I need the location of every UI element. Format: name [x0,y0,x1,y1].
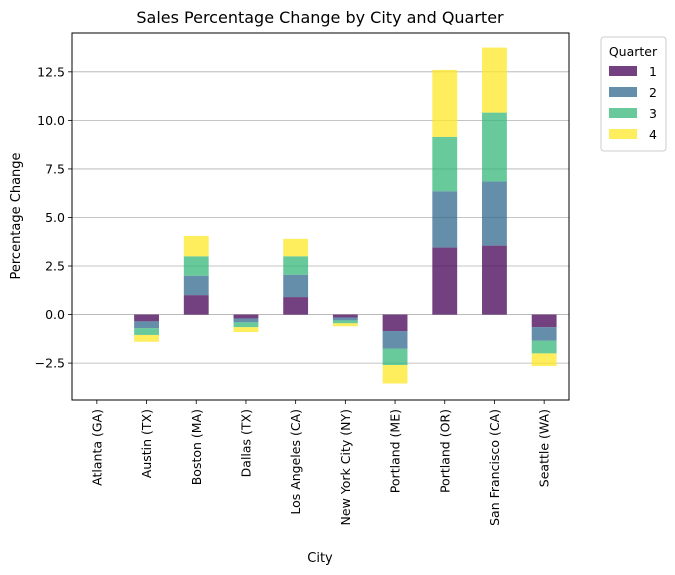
legend-swatch [609,66,637,76]
legend-label: 4 [649,127,657,142]
x-tick-label: Portland (ME) [388,409,403,493]
bar-segment [283,256,309,275]
y-tick-label: −2.5 [35,356,65,371]
x-tick-label: Dallas (TX) [238,409,253,477]
bar-segment [332,314,358,318]
y-tick-label: 5.0 [45,210,65,225]
bar-segment [233,318,259,323]
bar-segment [233,327,259,333]
x-axis-title: City [307,551,333,566]
bar-segment [134,334,159,342]
bar-segment [482,245,507,315]
x-tick-label: New York City (NY) [338,409,353,525]
x-tick-label: Portland (OR) [437,409,452,493]
y-axis: −2.5 0.0 2.5 5.0 7.5 10.0 12.5 [35,64,72,371]
legend-title: Quarter [609,44,658,59]
bar-segment [332,320,358,324]
legend-swatch [609,108,637,118]
bar-segment [183,275,209,296]
y-tick-label: 12.5 [37,64,65,79]
bar-segment [283,297,309,315]
y-tick-label: 0.0 [45,307,65,322]
bar-segment [482,181,507,246]
bar-segment [432,191,458,248]
bar-segment [482,112,507,182]
y-tick-label: 2.5 [45,259,65,274]
bar-segment [233,322,259,328]
bar-segment [134,321,159,329]
x-tick-label: Atlanta (GA) [89,409,104,486]
bar-segment [531,314,557,328]
bar-segment [332,323,358,327]
bar-segment [183,295,209,315]
bar-segment [531,340,557,354]
bar-segment [283,274,309,298]
bar-segment [134,314,159,322]
chart-title: Sales Percentage Change by City and Quar… [136,8,504,27]
legend-label: 1 [649,64,657,79]
bar-segment [382,314,408,332]
bar-segment [183,235,209,257]
bar-segment [531,327,557,341]
bar-segment [531,353,557,367]
x-tick-label: Los Angeles (CA) [288,409,303,515]
x-tick-label: Boston (MA) [189,409,204,485]
legend-swatch [609,129,637,139]
bar-segment [382,331,408,349]
bar-segment [432,136,458,192]
legend-label: 3 [649,106,657,121]
bars [134,47,557,384]
bar-segment [382,348,408,366]
y-axis-title: Percentage Change [9,152,24,279]
bar-segment [233,314,259,319]
plot-frame [71,32,570,401]
bar-segment [183,256,209,276]
bar-segment [382,365,408,384]
bar-segment [432,247,458,315]
x-tick-label: Austin (TX) [139,409,154,478]
y-tick-label: 7.5 [45,161,65,176]
x-tick-label: Seattle (WA) [537,409,552,487]
y-tick-label: 10.0 [37,113,65,128]
bar-segment [283,238,309,257]
bar-segment [134,328,159,335]
bar-segment [432,69,458,137]
x-axis: Atlanta (GA) Austin (TX) Boston (MA) Dallas… [89,400,552,526]
legend: Quarter 1 2 3 4 [600,36,667,152]
x-tick-label: San Francisco (CA) [487,409,502,526]
bar-segment [332,317,358,321]
legend-swatch [609,87,637,97]
legend-label: 2 [649,85,657,100]
bar-segment [482,47,507,113]
